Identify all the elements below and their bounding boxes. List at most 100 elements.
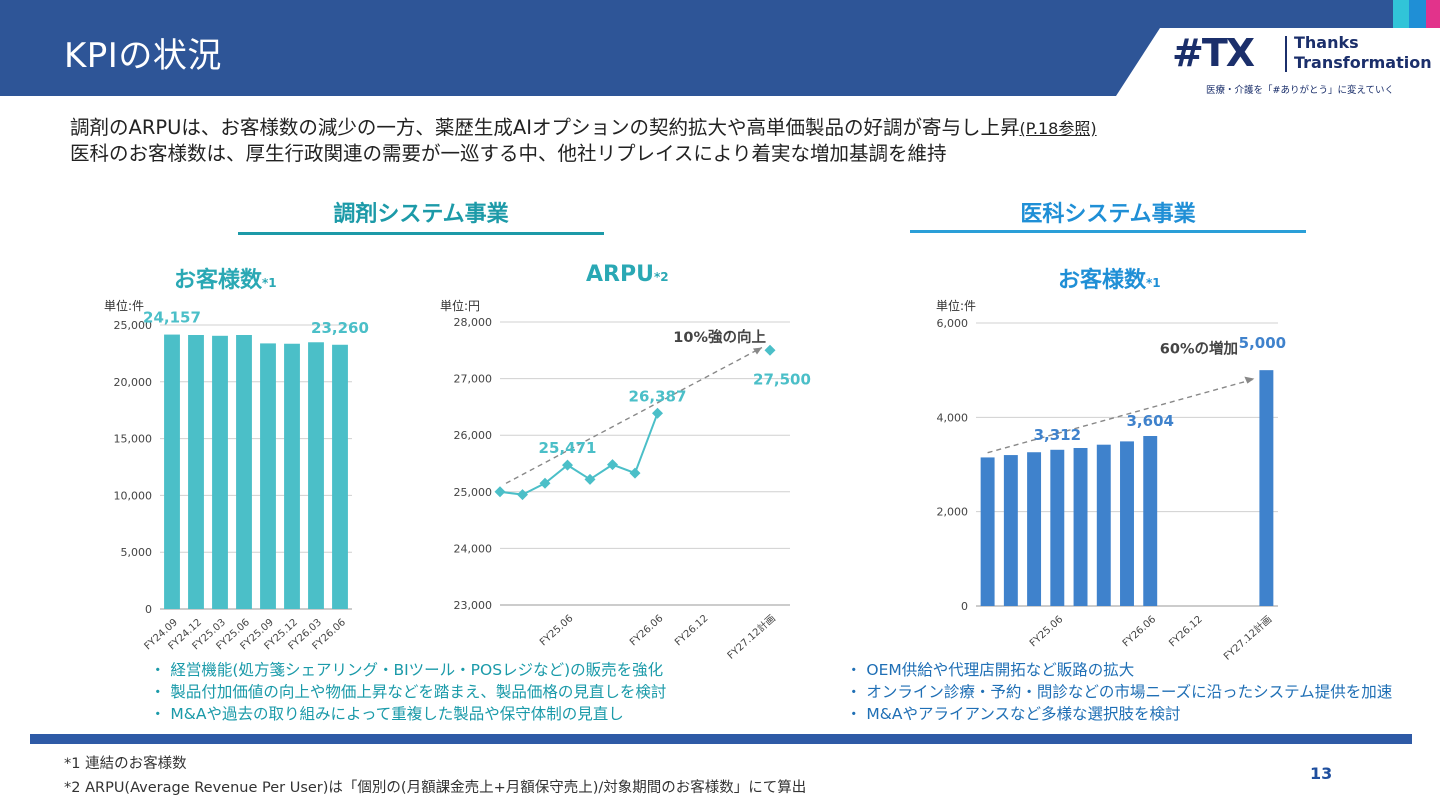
chart-title-dispensing-customers: お客様数*1: [174, 268, 277, 293]
y-tick-label: 10,000: [114, 489, 153, 502]
summary-line-2: 医科のお客様数は、厚生行政関連の需要が一巡する中、他社リプレイスにより着実な増加…: [70, 142, 947, 165]
header-band: [0, 0, 1440, 96]
chart-title-arpu: ARPU*2: [586, 262, 669, 287]
trend-arrow-line: [987, 378, 1253, 454]
unit-label-dispensing-customers: 単位:件: [104, 299, 145, 313]
bar: [284, 343, 300, 609]
bar: [308, 342, 324, 609]
data-label: 27,500: [753, 370, 811, 388]
y-tick-label: 15,000: [114, 433, 153, 446]
bullet-item: ・ M&Aや過去の取り組みによって重複した製品や保守体制の見直し: [150, 705, 624, 723]
x-tick-label: FY25.06: [1028, 614, 1065, 649]
bar: [164, 334, 180, 609]
x-tick-label: FY27.12計画: [724, 612, 778, 662]
x-tick-label: FY26.06: [628, 613, 665, 648]
x-tick-label: FY26.12: [1167, 614, 1204, 649]
bar: [332, 344, 348, 609]
accent-stripe-cyan: [1393, 0, 1409, 28]
bar: [212, 335, 228, 609]
bullet-list-medical: ・ OEM供給や代理店開拓など販路の拡大 ・ オンライン診療・予約・問診などの市…: [846, 658, 1392, 724]
data-point: [652, 407, 663, 419]
data-label: 23,260: [311, 319, 369, 337]
trend-annotation: 60%の増加: [1160, 340, 1238, 358]
logo-word-transformation: Transformation: [1294, 53, 1432, 72]
accent-stripe-pink: [1426, 0, 1440, 28]
data-label: 3,604: [1127, 412, 1174, 430]
company-logo: #TX Thanks Transformation 医療・介護を「#ありがとう」…: [1168, 30, 1432, 100]
bar: [980, 457, 995, 606]
bar: [236, 334, 252, 609]
data-point: [539, 477, 551, 489]
logo-mark: #TX: [1172, 31, 1255, 75]
x-tick-label: FY27.12計画: [1221, 613, 1275, 663]
data-label: 3,312: [1034, 426, 1081, 444]
y-tick-label: 0: [961, 600, 968, 613]
bar: [1143, 436, 1158, 606]
bullet-list-dispensing: ・ 経営機能(処方箋シェアリング・BIツール・POSレジなど)の販売を強化 ・ …: [150, 658, 666, 724]
y-tick-label: 25,000: [454, 486, 493, 499]
accent-stripe-blue: [1409, 0, 1426, 28]
data-point: [517, 489, 528, 501]
chart-arpu: 23,000 24,000 25,000 26,000 27,000 28,000 FY25…: [454, 316, 811, 662]
y-tick-label: 27,000: [454, 373, 493, 386]
logo-tagline: 医療・介護を「#ありがとう」に変えていく: [1206, 85, 1394, 96]
data-point: [629, 467, 641, 479]
page-title: KPIの状況: [64, 36, 222, 76]
summary-line-1-text: 調剤のARPUは、お客様数の減少の一方、薬歴生成AIオプションの契約拡大や高単価…: [70, 116, 1020, 139]
logo-word-thanks: Thanks: [1294, 33, 1359, 52]
bottom-bar: [30, 734, 1412, 744]
bar: [1027, 452, 1042, 606]
y-tick-label: 24,000: [454, 542, 493, 555]
x-tick-label: FY26.06: [1121, 614, 1158, 649]
bar: [1120, 441, 1134, 606]
data-point: [494, 486, 506, 498]
y-tick-label: 26,000: [454, 429, 493, 442]
bullet-item: ・ 経営機能(処方箋シェアリング・BIツール・POSレジなど)の販売を強化: [150, 661, 664, 679]
section-underline-medical: [910, 230, 1306, 233]
y-tick-label: 23,000: [454, 599, 493, 612]
bar: [260, 343, 276, 609]
section-title-medical: 医科システム事業: [1020, 202, 1196, 227]
bullet-item: ・ 製品付加価値の向上や物価上昇などを踏まえ、製品価格の見直しを検討: [150, 683, 667, 701]
data-label: 26,387: [629, 387, 687, 405]
data-point: [562, 459, 573, 471]
bullet-item: ・ OEM供給や代理店開拓など販路の拡大: [846, 661, 1135, 679]
page-number: 13: [1310, 764, 1333, 783]
chart-dispensing-customers: 05,00010,00015,00020,00025,000FY24.09FY2…: [114, 309, 369, 653]
data-point: [607, 459, 618, 471]
page-reference-link[interactable]: (P.18参照): [1019, 119, 1097, 138]
footnote-1: *1 連結のお客様数: [64, 756, 187, 772]
x-tick-label: FY26.12: [673, 613, 710, 648]
x-tick-label: FY25.06: [538, 613, 575, 648]
bar: [1096, 444, 1111, 606]
bar: [1003, 455, 1018, 606]
trend-arrow-line: [505, 346, 763, 484]
bar: [1073, 447, 1088, 606]
summary-line-1: 調剤のARPUは、お客様数の減少の一方、薬歴生成AIオプションの契約拡大や高単価…: [70, 111, 1097, 140]
y-tick-label: 6,000: [937, 317, 969, 330]
data-label: 5,000: [1239, 334, 1286, 352]
y-tick-label: 25,000: [114, 319, 153, 332]
data-point: [764, 344, 776, 356]
footnote-2: *2 ARPU(Average Revenue Per User)は「個別の(月…: [64, 780, 807, 796]
y-tick-label: 2,000: [937, 506, 969, 519]
data-point: [584, 473, 596, 485]
section-underline-dispensing: [238, 232, 604, 235]
chart-medical-customers: 0 2,000 4,000 6,000 FY25.06 FY26.06 FY26.12 FY2…: [937, 317, 1287, 663]
trend-arrow-head: [753, 347, 762, 355]
bar: [1050, 449, 1065, 606]
bar: [188, 334, 204, 609]
y-tick-label: 0: [145, 603, 152, 616]
y-tick-label: 4,000: [937, 411, 969, 424]
bullet-item: ・ M&Aやアライアンスなど多様な選択肢を検討: [846, 705, 1181, 723]
logo-divider: [1285, 36, 1287, 72]
data-label: 25,471: [539, 439, 597, 457]
unit-label-medical-customers: 単位:件: [936, 299, 977, 313]
data-label: 24,157: [143, 309, 201, 327]
y-tick-label: 20,000: [114, 376, 153, 389]
trend-annotation: 10%強の向上: [673, 328, 766, 346]
y-tick-label: 28,000: [454, 316, 493, 329]
section-title-dispensing: 調剤システム事業: [333, 202, 509, 227]
y-tick-label: 5,000: [121, 546, 153, 559]
unit-label-arpu: 単位:円: [440, 299, 481, 313]
